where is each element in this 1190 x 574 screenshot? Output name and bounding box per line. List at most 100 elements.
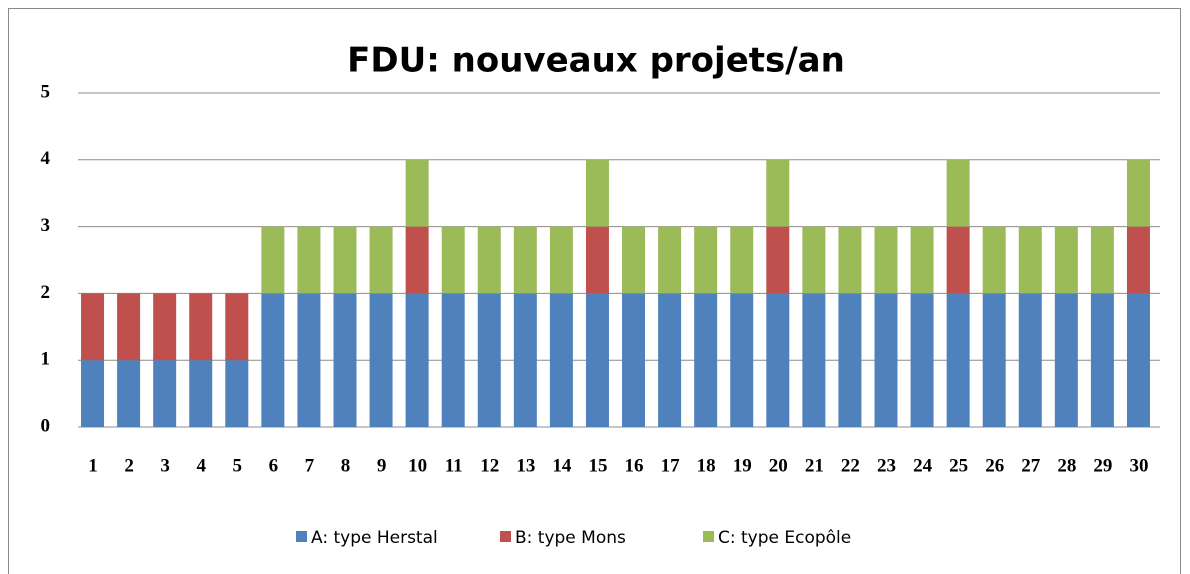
- bar-segment: [658, 226, 682, 294]
- bar-segment: [766, 226, 790, 294]
- x-tick-label: 20: [769, 455, 788, 476]
- bar-segment: [946, 293, 970, 427]
- y-tick-label: 4: [41, 148, 51, 169]
- bar-segment: [1090, 293, 1114, 427]
- y-tick-label: 2: [41, 282, 51, 303]
- x-tick-label: 28: [1057, 455, 1076, 476]
- bar-segment: [694, 293, 718, 427]
- x-tick-label: 2: [124, 455, 134, 476]
- bar-segment: [549, 293, 573, 427]
- bar-segment: [549, 226, 573, 294]
- bar-segment: [982, 226, 1006, 294]
- bar-segment: [1126, 293, 1150, 427]
- bar-segment: [585, 159, 609, 227]
- x-tick-label: 27: [1021, 455, 1041, 476]
- legend-label: C: type Ecopôle: [718, 528, 851, 548]
- bar-segment: [874, 226, 898, 294]
- x-tick-label: 1: [88, 455, 98, 476]
- bar-segment: [802, 293, 826, 427]
- legend-swatch: [703, 531, 714, 542]
- x-tick-label: 25: [949, 455, 968, 476]
- x-tick-label: 7: [305, 455, 315, 476]
- x-tick-label: 19: [733, 455, 752, 476]
- bar-segment: [766, 293, 790, 427]
- bar-segment: [261, 226, 285, 294]
- bar-segment: [225, 360, 249, 427]
- bar-segment: [189, 360, 213, 427]
- bar-segment: [838, 226, 862, 294]
- bar-segment: [225, 293, 249, 361]
- x-tick-label: 29: [1093, 455, 1112, 476]
- bar-segment: [1090, 226, 1114, 294]
- x-tick-label: 8: [341, 455, 351, 476]
- bar-segment: [730, 293, 754, 427]
- legend-swatch: [296, 531, 307, 542]
- bar-segment: [1018, 226, 1042, 294]
- bar-segment: [153, 360, 177, 427]
- bar-segment: [1054, 226, 1078, 294]
- bar-segment: [333, 293, 357, 427]
- bar-segment: [1126, 226, 1150, 294]
- bar-segment: [622, 293, 646, 427]
- bar-segment: [441, 226, 465, 294]
- bar-segment: [838, 293, 862, 427]
- x-tick-label: 9: [377, 455, 387, 476]
- bar-segment: [477, 293, 501, 427]
- legend-label: B: type Mons: [515, 528, 626, 548]
- bar-segment: [910, 226, 934, 294]
- x-tick-label: 13: [516, 455, 535, 476]
- bar-segment: [513, 293, 537, 427]
- x-tick-label: 23: [877, 455, 896, 476]
- bar-segment: [622, 226, 646, 294]
- x-tick-label: 10: [408, 455, 427, 476]
- bar-segment: [766, 159, 790, 227]
- bar-segment: [81, 293, 105, 361]
- bar-segment: [730, 226, 754, 294]
- x-tick-label: 6: [269, 455, 279, 476]
- bar-segment: [117, 360, 141, 427]
- bar-segment: [910, 293, 934, 427]
- bar-segment: [153, 293, 177, 361]
- bar-segment: [874, 293, 898, 427]
- bar-segment: [369, 226, 393, 294]
- x-tick-label: 26: [985, 455, 1004, 476]
- x-tick-label: 30: [1129, 455, 1148, 476]
- bar-segment: [946, 226, 970, 294]
- x-tick-label: 5: [233, 455, 243, 476]
- bar-segment: [81, 360, 105, 427]
- chart-title: FDU: nouveaux projets/an: [347, 41, 845, 81]
- bar-segment: [405, 159, 429, 227]
- x-tick-label: 14: [552, 455, 572, 476]
- bar-segment: [477, 226, 501, 294]
- bar-segment: [802, 226, 826, 294]
- bar-segment: [405, 226, 429, 294]
- y-tick-label: 3: [41, 215, 51, 236]
- bar-segment: [333, 226, 357, 294]
- bar-segment: [297, 226, 321, 294]
- x-tick-label: 24: [913, 455, 933, 476]
- x-tick-label: 3: [160, 455, 170, 476]
- legend-label: A: type Herstal: [311, 528, 438, 548]
- bar-segment: [369, 293, 393, 427]
- bar-segment: [441, 293, 465, 427]
- bar-segment: [585, 293, 609, 427]
- x-tick-label: 11: [445, 455, 463, 476]
- bar-segment: [1018, 293, 1042, 427]
- x-tick-label: 12: [480, 455, 499, 476]
- bar-segment: [189, 293, 213, 361]
- bar-segment: [1054, 293, 1078, 427]
- legend-swatch: [500, 531, 511, 542]
- bar-segment: [1126, 159, 1150, 227]
- bar-segment: [694, 226, 718, 294]
- x-tick-label: 22: [841, 455, 860, 476]
- bar-segment: [946, 159, 970, 227]
- x-tick-label: 16: [625, 455, 644, 476]
- bar-segment: [261, 293, 285, 427]
- x-tick-label: 4: [196, 455, 206, 476]
- y-tick-label: 5: [41, 81, 51, 102]
- bar-segment: [117, 293, 141, 361]
- x-tick-label: 21: [805, 455, 824, 476]
- x-tick-label: 15: [588, 455, 607, 476]
- bar-segment: [658, 293, 682, 427]
